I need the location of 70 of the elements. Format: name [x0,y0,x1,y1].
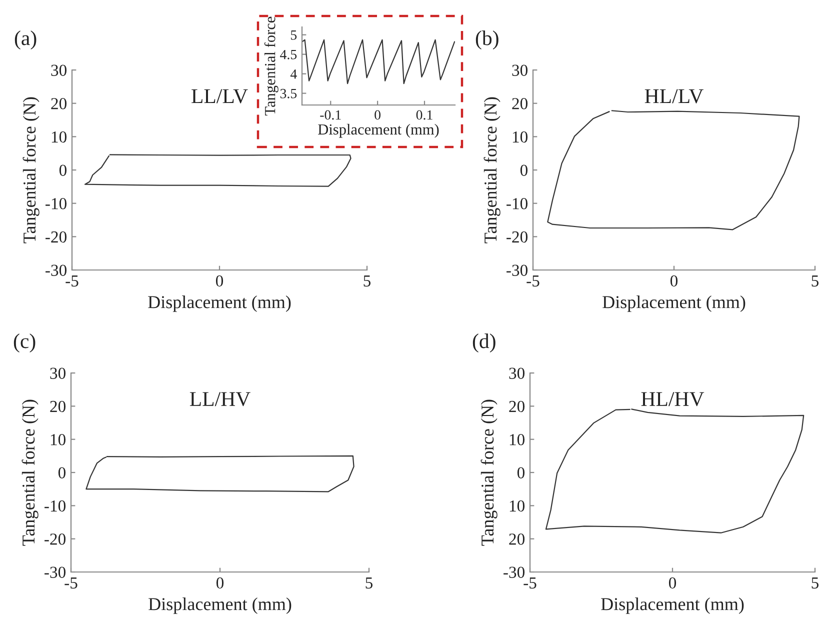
line-series [84,154,352,187]
x-tick-label: -0.1 [320,110,341,120]
y-tick-label: -20 [46,231,67,243]
y-tick-label: 10 [52,131,67,143]
x-tick-label: 5 [812,276,819,287]
y-tick-label: 0 [58,467,66,478]
x-axis-title: Displacement (mm) [602,296,746,312]
text: (b) [476,30,498,50]
y-tick-label: 4.5 [280,50,297,60]
y-tick-label: -20 [506,231,528,243]
y-tick-label: 20 [51,98,67,110]
y-tick-label: -30 [44,566,66,578]
y-tick-label: 0 [517,467,525,478]
line-series [86,455,354,492]
y-axis-title: Tangential force (N) [480,400,498,546]
y-tick-label: 10 [512,131,528,143]
y-tick-label: 20 [512,98,528,110]
x-tick-label: 5 [812,578,819,589]
x-axis-title: Displacement (mm) [318,124,439,138]
x-tick-label: 0.1 [416,110,432,120]
x-axis-title: Displacement (mm) [148,598,292,614]
x-tick-label: 5 [364,276,371,287]
x-tick-label: 0 [670,275,678,287]
y-axis-title: Tangential force (N) [22,97,40,244]
y-tick-label: 10 [50,434,66,446]
x-tick-label: -5 [66,276,78,287]
y-axis-title: Tangential force (N) [22,400,38,546]
y-tick-label: 4 [290,69,297,79]
text: LL/LV [192,89,248,104]
x-axis-title: Displacement (mm) [601,598,744,614]
text: LL/HV [190,392,250,406]
x-tick-label: 0 [374,110,381,120]
line-series [545,408,804,534]
y-tick-label: 10 [510,500,525,512]
x-tick-label: -5 [526,276,540,287]
y-tick-label: -10 [46,198,67,210]
x-tick-label: -5 [524,578,536,589]
text: (a) [14,30,36,50]
y-tick-label: 3.5 [280,88,297,98]
x-tick-label: 0 [216,577,224,589]
y-tick-label: -10 [44,500,66,512]
x-tick-label: 5 [366,578,373,589]
line-series [302,39,455,84]
y-tick-label: 20 [50,400,66,412]
text: HL/HV [641,392,704,406]
y-tick-label: -30 [46,264,67,276]
y-tick-label: 30 [509,368,525,379]
x-tick-label: 0 [216,275,224,287]
y-tick-label: -30 [506,264,528,276]
y-tick-label: 20 [509,534,525,545]
y-axis-title: Tangential force (N) [484,97,500,244]
y-tick-label: 0 [520,164,528,176]
y-tick-label: 20 [509,400,525,412]
y-tick-label: 30 [51,64,67,76]
y-tick-label: -30 [504,566,525,578]
x-tick-label: 0 [668,577,676,589]
y-tick-label: 30 [50,368,66,379]
y-tick-label: 30 [512,64,528,76]
y-tick-label: -10 [506,198,528,210]
y-tick-label: -20 [44,534,66,545]
y-axis-title: Tangential force [264,16,278,116]
x-tick-label: -5 [64,578,78,589]
line-series [547,110,800,230]
y-tick-label: 0 [59,164,67,176]
text: (d) [472,334,496,352]
x-axis-title: Displacement (mm) [148,296,291,312]
text: (c) [14,334,36,352]
text: HL/LV [644,89,704,104]
y-tick-label: 5 [291,30,297,40]
y-tick-label: 10 [510,434,525,446]
